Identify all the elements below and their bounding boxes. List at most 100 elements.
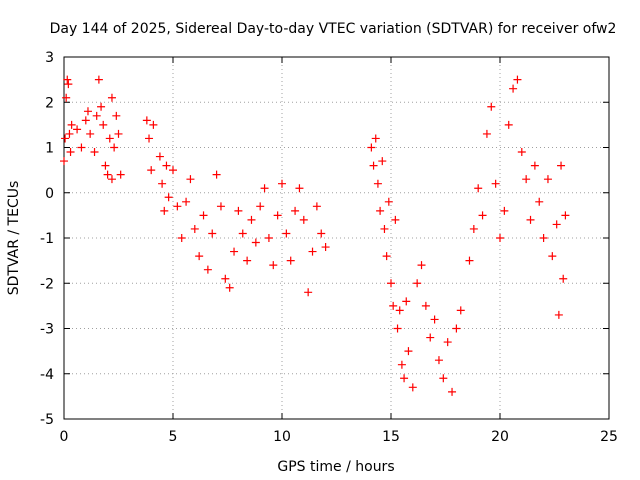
- data-point: [317, 229, 326, 238]
- data-point: [478, 211, 487, 220]
- data-point: [243, 256, 252, 265]
- data-point: [260, 184, 269, 193]
- data-point: [282, 229, 291, 238]
- data-point: [530, 161, 539, 170]
- data-point: [92, 111, 101, 120]
- data-point: [417, 261, 426, 270]
- x-tick-label: 15: [382, 429, 400, 445]
- data-point: [264, 234, 273, 242]
- data-point: [99, 120, 108, 129]
- data-point: [443, 338, 452, 347]
- data-point: [65, 129, 74, 138]
- data-point: [312, 202, 321, 211]
- data-point: [304, 288, 313, 297]
- data-point: [247, 215, 256, 224]
- data-point: [66, 148, 75, 157]
- data-point: [408, 383, 417, 392]
- data-point: [90, 148, 99, 157]
- data-point: [160, 206, 169, 215]
- data-point: [177, 234, 186, 242]
- data-point: [295, 184, 304, 193]
- data-point: [509, 84, 518, 93]
- data-point: [376, 206, 385, 215]
- data-point: [103, 170, 112, 179]
- x-tick-label: 20: [491, 429, 509, 445]
- data-point: [61, 134, 70, 143]
- data-point: [256, 202, 265, 211]
- chart-title: Day 144 of 2025, Sidereal Day-to-day VTE…: [50, 21, 617, 37]
- data-point: [94, 75, 103, 84]
- data-point: [513, 75, 522, 84]
- data-point: [216, 202, 225, 211]
- data-point: [382, 252, 391, 261]
- data-point: [112, 111, 121, 120]
- x-tick-label: 5: [169, 429, 178, 445]
- data-point: [373, 179, 382, 188]
- data-point: [371, 134, 380, 143]
- data-point: [107, 175, 116, 184]
- data-point: [299, 215, 308, 224]
- data-point: [101, 161, 110, 170]
- y-tick-label: -2: [40, 276, 54, 292]
- data-point: [199, 211, 208, 220]
- data-point: [169, 166, 177, 175]
- x-tick-label: 25: [600, 429, 618, 445]
- data-point: [286, 256, 295, 265]
- data-point: [421, 301, 430, 310]
- data-point: [77, 143, 86, 152]
- data-point: [389, 301, 398, 310]
- y-axis-label: SDTVAR / TECUs: [6, 181, 22, 296]
- data-point: [456, 306, 465, 315]
- data-points: [60, 75, 570, 396]
- data-point: [67, 120, 76, 129]
- data-point: [64, 80, 73, 89]
- y-tick-label: -4: [40, 367, 54, 383]
- data-point: [190, 224, 199, 233]
- y-tick-label: -5: [40, 412, 54, 428]
- y-tick-label: -1: [40, 231, 54, 247]
- data-point: [269, 261, 278, 270]
- data-point: [496, 234, 504, 242]
- data-point: [321, 243, 330, 252]
- data-point: [164, 193, 173, 202]
- data-point: [212, 170, 221, 179]
- data-point: [251, 238, 260, 247]
- data-point: [107, 93, 116, 102]
- data-point: [145, 134, 154, 143]
- data-point: [387, 279, 395, 288]
- data-point: [147, 166, 156, 175]
- data-point: [548, 252, 557, 261]
- data-point: [426, 333, 435, 342]
- y-tick-label: 3: [45, 50, 54, 66]
- data-point: [86, 129, 95, 138]
- data-point: [482, 129, 491, 138]
- data-point: [81, 116, 90, 125]
- data-point: [539, 234, 548, 242]
- data-point: [430, 315, 439, 324]
- data-point: [522, 175, 531, 184]
- data-point: [142, 116, 151, 125]
- data-point: [238, 229, 247, 238]
- data-point: [404, 347, 413, 356]
- data-point: [291, 206, 300, 215]
- data-point: [397, 360, 406, 369]
- data-point: [208, 229, 217, 238]
- axis-ticks: 0 5 10 15 20 25 -5 -4 -3 -2 -1 0 1 2 3: [40, 50, 618, 445]
- y-tick-label: 0: [45, 186, 54, 202]
- data-point: [504, 120, 513, 129]
- data-point: [393, 324, 402, 333]
- data-point: [63, 75, 72, 84]
- data-point: [83, 107, 92, 116]
- data-point: [73, 125, 82, 134]
- data-point: [395, 306, 404, 315]
- data-point: [474, 184, 483, 193]
- data-point: [552, 220, 561, 229]
- data-point: [380, 224, 389, 233]
- data-point: [162, 161, 171, 170]
- data-point: [149, 120, 158, 129]
- data-point: [448, 387, 457, 396]
- data-point: [155, 152, 164, 161]
- data-point: [554, 310, 563, 319]
- data-point: [105, 134, 114, 143]
